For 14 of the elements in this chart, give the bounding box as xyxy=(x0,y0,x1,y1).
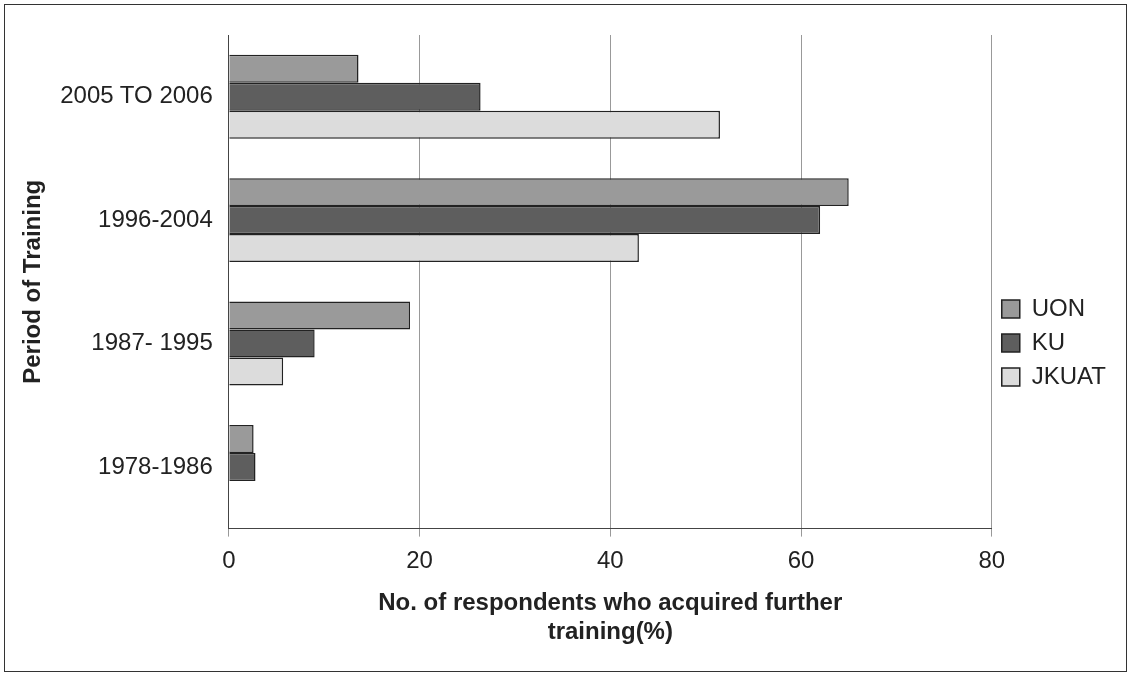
y-tick-label: 1978-1986 xyxy=(98,451,213,479)
x-axis-title: No. of respondents who acquired further training(%) xyxy=(378,588,843,645)
legend-label: JKUAT xyxy=(1031,361,1107,389)
y-tick-label: 1996-2004 xyxy=(98,204,213,232)
x-tick-label: 60 xyxy=(787,545,815,573)
legend-label: KU xyxy=(1031,327,1066,355)
legend-label: UON xyxy=(1031,293,1086,321)
x-tick-label: 0 xyxy=(222,545,236,573)
x-tick-label: 40 xyxy=(596,545,624,573)
y-axis-title: Period of Training xyxy=(18,179,46,384)
x-tick-label: 20 xyxy=(406,545,433,573)
y-tick-label: 2005 TO 2006 xyxy=(60,81,213,109)
y-tick-label: 1987- 1995 xyxy=(91,328,213,356)
x-tick-label: 80 xyxy=(978,545,1006,573)
